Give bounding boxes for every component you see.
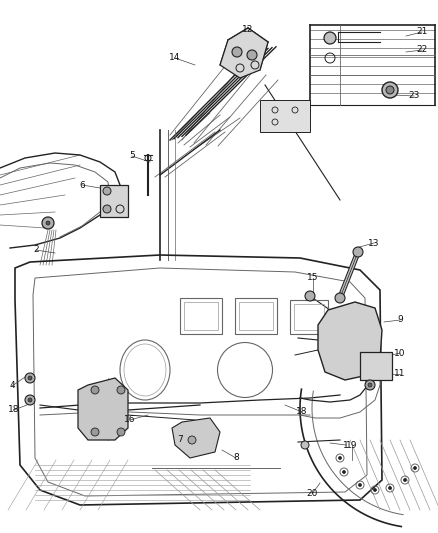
Circle shape [117, 386, 125, 394]
Bar [180, 298, 222, 334]
Polygon shape [318, 302, 382, 380]
Circle shape [301, 441, 309, 449]
Circle shape [188, 436, 196, 444]
Text: 4: 4 [9, 382, 15, 391]
Polygon shape [78, 378, 128, 440]
Text: 19: 19 [346, 441, 358, 450]
Circle shape [403, 479, 406, 481]
Circle shape [324, 32, 336, 44]
Text: 15: 15 [307, 273, 319, 282]
Circle shape [353, 247, 363, 257]
Circle shape [117, 428, 125, 436]
Polygon shape [220, 28, 268, 78]
Text: 12: 12 [242, 26, 254, 35]
Circle shape [358, 483, 361, 487]
Bar [260, 100, 310, 132]
Text: 1: 1 [343, 440, 349, 449]
Text: 18: 18 [296, 408, 308, 416]
Circle shape [389, 487, 392, 489]
Text: 6: 6 [79, 181, 85, 190]
Bar [100, 185, 128, 217]
Circle shape [28, 398, 32, 402]
Bar [235, 298, 277, 334]
Circle shape [343, 471, 346, 473]
Circle shape [103, 187, 111, 195]
Circle shape [335, 293, 345, 303]
Text: 5: 5 [129, 151, 135, 160]
Circle shape [46, 221, 50, 225]
Circle shape [368, 383, 372, 387]
Text: 21: 21 [416, 28, 427, 36]
Bar [184, 302, 218, 330]
Circle shape [25, 395, 35, 405]
Bar [290, 300, 328, 334]
Text: 16: 16 [124, 416, 136, 424]
Circle shape [28, 376, 32, 380]
Polygon shape [172, 418, 220, 458]
Text: 18: 18 [8, 406, 20, 415]
Text: 8: 8 [233, 454, 239, 463]
Text: 10: 10 [394, 349, 406, 358]
Circle shape [382, 82, 398, 98]
Text: 2: 2 [33, 246, 39, 254]
Circle shape [91, 386, 99, 394]
Text: 9: 9 [397, 316, 403, 325]
Text: 14: 14 [170, 53, 181, 62]
Bar [239, 302, 273, 330]
Bar [360, 352, 392, 380]
Circle shape [365, 380, 375, 390]
Text: 22: 22 [417, 45, 427, 54]
Circle shape [247, 50, 257, 60]
Text: 20: 20 [306, 489, 318, 498]
Bar [294, 304, 324, 330]
Circle shape [232, 47, 242, 57]
Text: 7: 7 [177, 435, 183, 445]
Text: 13: 13 [368, 238, 380, 247]
Text: 23: 23 [408, 92, 420, 101]
Circle shape [386, 86, 394, 94]
Circle shape [339, 456, 342, 459]
Circle shape [305, 291, 315, 301]
Circle shape [103, 205, 111, 213]
Circle shape [42, 217, 54, 229]
Circle shape [25, 373, 35, 383]
Text: 11: 11 [394, 369, 406, 378]
Circle shape [91, 428, 99, 436]
Circle shape [374, 489, 377, 491]
Circle shape [413, 466, 417, 470]
